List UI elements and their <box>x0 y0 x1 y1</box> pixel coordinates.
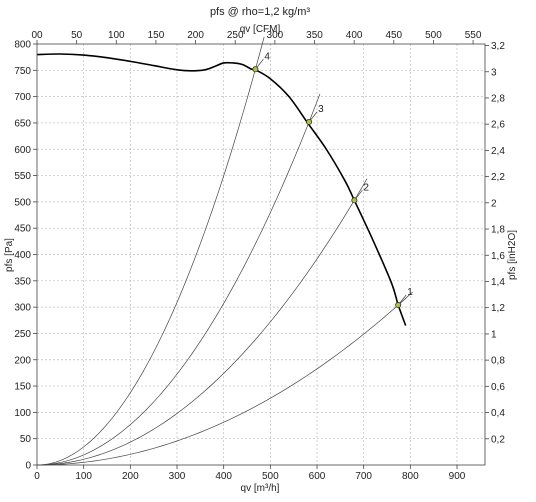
x-tick-label: 0 <box>34 471 40 482</box>
points-layer: 1 2 3 4 <box>252 51 413 309</box>
y-tick-label: 100 <box>14 408 31 419</box>
fan-curve <box>36 53 407 326</box>
y-tick-label: 750 <box>14 66 31 77</box>
right-tick-label: 2 <box>491 198 497 209</box>
axes-layer: 0 100 200 300 400 500 600 700 800 900050100150200… <box>14 30 505 482</box>
top-tick-label: 250 <box>227 30 244 41</box>
operating-point-label: 2 <box>363 182 369 193</box>
right-tick-label: 2,4 <box>491 146 505 157</box>
x-tick-label: 700 <box>355 471 372 482</box>
operating-point-label: 1 <box>407 287 413 298</box>
top-tick-label: 100 <box>108 30 125 41</box>
y-tick-label: 300 <box>14 303 31 314</box>
top-tick-label: 200 <box>187 30 204 41</box>
y-tick-label: 500 <box>14 197 31 208</box>
top-tick-label: 00 <box>31 30 43 41</box>
right-tick-label: 1 <box>491 329 497 340</box>
x-tick-label: 900 <box>449 471 466 482</box>
top-tick-label: 500 <box>425 30 442 41</box>
operating-point-1 <box>395 302 402 309</box>
top-tick-label: 550 <box>465 30 482 41</box>
system-curve-4 <box>36 36 265 466</box>
y-tick-label: 550 <box>14 171 31 182</box>
curves-layer <box>36 36 413 466</box>
right-tick-label: 3,2 <box>491 41 505 52</box>
y-tick-label: 600 <box>14 145 31 156</box>
right-tick-label: 2,8 <box>491 93 505 104</box>
operating-point-4 <box>252 66 259 73</box>
x-tick-label: 300 <box>169 471 186 482</box>
x-tick-label: 500 <box>262 471 279 482</box>
top-tick-label: 50 <box>71 30 83 41</box>
right-tick-label: 3 <box>491 67 497 78</box>
y-tick-label: 250 <box>14 329 31 340</box>
right-tick-label: 2,2 <box>491 172 505 183</box>
operating-point-label: 3 <box>318 104 324 115</box>
top-tick-label: 150 <box>148 30 165 41</box>
x-tick-label: 400 <box>215 471 232 482</box>
right-tick-label: 1,6 <box>491 251 505 262</box>
y-tick-label: 700 <box>14 92 31 103</box>
top-tick-label: 300 <box>267 30 284 41</box>
x-tick-label: 200 <box>122 471 139 482</box>
x-tick-label: 800 <box>402 471 419 482</box>
right-tick-label: 1,8 <box>491 225 505 236</box>
y-tick-label: 200 <box>14 355 31 366</box>
system-curve-1 <box>36 291 413 466</box>
system-curve-3 <box>36 93 321 466</box>
chart-title: pfs @ rho=1,2 kg/m³ <box>210 6 310 18</box>
system-curve-2 <box>36 178 368 466</box>
right-tick-label: 0,6 <box>491 382 505 393</box>
x-axis-title: qv [m³/h] <box>241 483 280 494</box>
right-tick-label: 1,2 <box>491 303 505 314</box>
right-tick-label: 0,2 <box>491 434 505 445</box>
right-tick-label: 2,6 <box>491 120 505 131</box>
top-axis-title: qv [CFM] <box>240 24 281 35</box>
x-tick-label: 600 <box>309 471 326 482</box>
operating-point-2 <box>351 197 358 204</box>
operating-point-3 <box>306 118 313 125</box>
y-tick-label: 800 <box>14 40 31 51</box>
right-axis-title: pfs [inH2O] <box>507 230 518 280</box>
right-tick-label: 0,8 <box>491 356 505 367</box>
top-tick-label: 400 <box>346 30 363 41</box>
top-tick-label: 450 <box>385 30 402 41</box>
y-axis-title: pfs [Pa] <box>4 238 15 272</box>
operating-point-label: 4 <box>264 51 270 62</box>
y-tick-label: 150 <box>14 382 31 393</box>
right-tick-label: 0,4 <box>491 408 505 419</box>
y-tick-label: 50 <box>20 434 32 445</box>
y-tick-label: 450 <box>14 224 31 235</box>
right-tick-label: 1,4 <box>491 277 505 288</box>
y-tick-label: 0 <box>25 461 31 472</box>
y-tick-label: 350 <box>14 276 31 287</box>
top-tick-label: 350 <box>306 30 323 41</box>
x-tick-label: 100 <box>75 471 92 482</box>
y-tick-label: 400 <box>14 250 31 261</box>
y-tick-label: 650 <box>14 118 31 129</box>
grid-layer <box>37 44 485 465</box>
